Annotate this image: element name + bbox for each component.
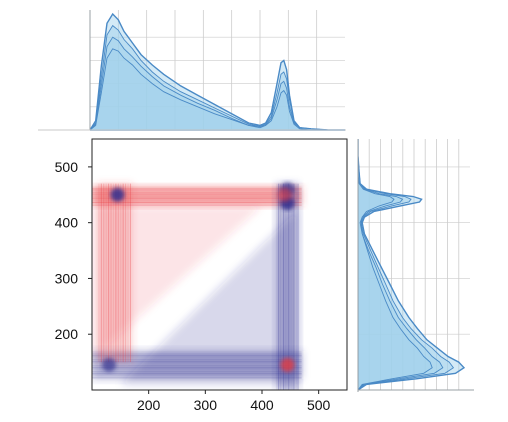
top-spectrum-panel xyxy=(38,10,346,131)
top-spectrum-series xyxy=(90,12,345,131)
right-spectrum-series-line xyxy=(358,139,455,390)
heatmap-region-upper xyxy=(94,205,262,357)
heatmap-peak xyxy=(110,187,125,202)
y-tick-label: 300 xyxy=(55,270,79,286)
x-tick-label: 200 xyxy=(137,397,161,413)
right-spectrum-series xyxy=(358,139,466,390)
heatmap-region-lower xyxy=(120,211,296,385)
heatmap-peak xyxy=(102,357,116,372)
y-axis-ticks: 500 400 300 200 xyxy=(55,159,92,342)
y-tick-label: 200 xyxy=(55,326,79,342)
right-spectrum-series-line xyxy=(358,139,466,390)
top-spectrum-series-line xyxy=(90,24,345,131)
x-tick-label: 300 xyxy=(194,397,218,413)
y-tick-label: 400 xyxy=(55,215,79,231)
x-tick-label: 400 xyxy=(250,397,274,413)
heatmap-panel: 200 300 400 500 500 400 300 200 xyxy=(55,138,348,413)
y-tick-label: 500 xyxy=(55,159,79,175)
right-spectrum-grid xyxy=(358,139,470,390)
right-spectrum-panel xyxy=(357,139,474,392)
heatmap-cells xyxy=(92,182,302,390)
right-spectrum-series-line xyxy=(358,139,444,390)
top-spectrum-series-line xyxy=(90,12,345,131)
heatmap-band xyxy=(92,186,302,206)
heatmap-peak xyxy=(277,187,292,202)
heatmap-peak xyxy=(280,357,295,372)
top-spectrum-series-line xyxy=(90,48,345,131)
x-axis-ticks: 200 300 400 500 xyxy=(137,390,331,413)
heatmap-frame xyxy=(91,138,348,391)
top-spectrum-series-line xyxy=(90,36,345,131)
x-tick-label: 500 xyxy=(307,397,331,413)
right-spectrum-series-line xyxy=(358,139,433,390)
